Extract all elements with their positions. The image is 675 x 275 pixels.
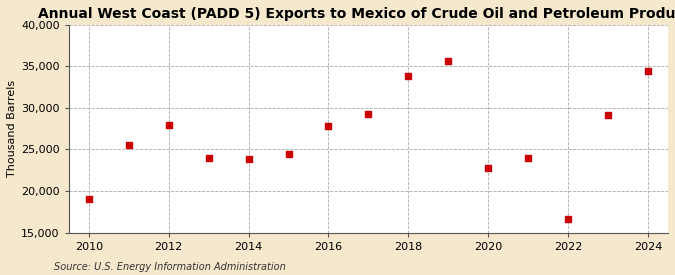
Text: Source: U.S. Energy Information Administration: Source: U.S. Energy Information Administ… xyxy=(54,262,286,272)
Point xyxy=(283,152,294,156)
Point xyxy=(83,197,94,202)
Point xyxy=(163,122,174,127)
Point xyxy=(643,68,653,73)
Point xyxy=(603,113,614,118)
Point xyxy=(563,217,574,221)
Y-axis label: Thousand Barrels: Thousand Barrels xyxy=(7,80,17,177)
Point xyxy=(203,156,214,160)
Point xyxy=(523,156,534,160)
Point xyxy=(443,59,454,64)
Point xyxy=(323,124,334,128)
Title: Annual West Coast (PADD 5) Exports to Mexico of Crude Oil and Petroleum Products: Annual West Coast (PADD 5) Exports to Me… xyxy=(38,7,675,21)
Point xyxy=(243,157,254,162)
Point xyxy=(483,166,493,170)
Point xyxy=(363,112,374,116)
Point xyxy=(124,143,134,147)
Point xyxy=(403,74,414,79)
